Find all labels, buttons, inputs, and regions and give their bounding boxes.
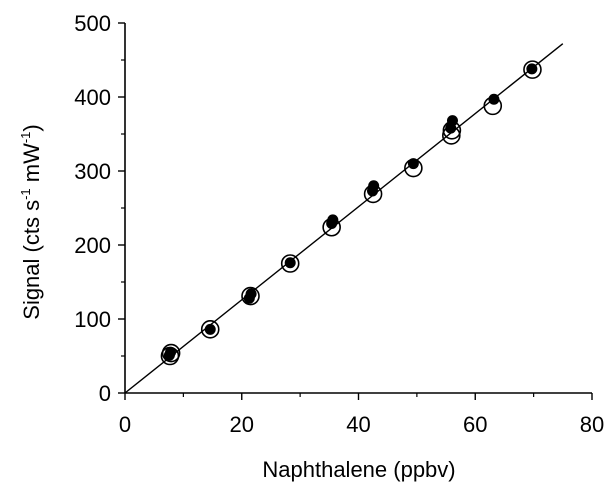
y-tick-label: 200 — [74, 233, 111, 258]
filled-data-point — [165, 346, 177, 358]
filled-data-point — [245, 288, 257, 300]
y-axis-label-sup2: -1 — [18, 132, 33, 144]
open-data-point — [483, 96, 503, 116]
filled-data-point — [446, 115, 458, 127]
filled-data-point — [327, 214, 339, 226]
x-tick-label: 40 — [346, 412, 370, 437]
open-data-point — [200, 320, 220, 339]
x-tick-label: 60 — [463, 412, 487, 437]
open-data-point — [404, 158, 423, 178]
filled-data-point — [204, 323, 216, 335]
open-data-point — [241, 286, 260, 306]
filled-data-point — [407, 158, 419, 170]
y-axis-label: Signal (cts s-1 mW-1) — [18, 124, 44, 319]
y-tick-label: 400 — [74, 85, 111, 110]
open-data-point — [442, 121, 462, 140]
y-axis-label-main: Signal (cts s — [19, 200, 44, 320]
y-tick-label: 0 — [99, 381, 111, 406]
x-tick-label: 20 — [230, 412, 254, 437]
y-axis-label-mid: mW — [19, 143, 44, 188]
open-data-point — [280, 254, 300, 273]
open-data-point — [161, 343, 181, 363]
y-tick-label: 100 — [74, 307, 111, 332]
open-data-point — [363, 184, 383, 204]
open-data-point — [523, 60, 542, 79]
x-tick-label: 80 — [580, 412, 604, 437]
y-axis-label-end: ) — [19, 124, 44, 131]
filled-data-point — [488, 93, 500, 105]
filled-data-point — [526, 63, 538, 75]
x-tick-label: 0 — [119, 412, 131, 437]
open-data-point — [322, 217, 341, 237]
axes: 0 100 200 300 400 500 0 20 40 60 80 — [74, 11, 604, 437]
y-tick-label: 500 — [74, 11, 111, 36]
open-data-point — [442, 126, 461, 145]
y-axis-label-sup1: -1 — [18, 188, 33, 200]
plot-area — [124, 43, 564, 394]
filled-data-point — [284, 257, 296, 269]
y-tick-label: 300 — [74, 159, 111, 184]
x-axis-label: Naphthalene (ppbv) — [262, 457, 455, 482]
